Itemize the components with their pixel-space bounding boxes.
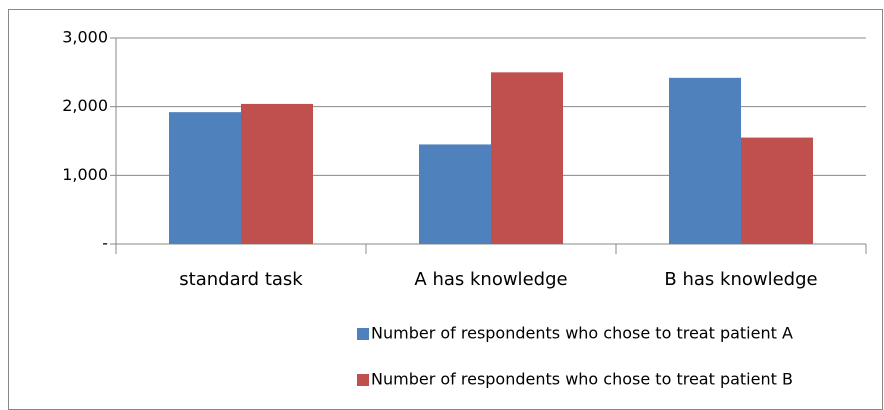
bar [491,72,563,244]
bar [241,103,313,244]
y-tick-label: - [102,234,108,253]
legend-swatch [357,328,369,340]
y-tick-label: 3,000 [62,28,108,47]
x-tick-label: A has knowledge [414,269,567,290]
y-tick-label: 2,000 [62,96,108,115]
bar [741,137,813,244]
bar [419,144,491,244]
y-tick-label: 1,000 [62,165,108,184]
legend-swatch [357,374,369,386]
x-tick-label: standard task [179,269,303,290]
bar [169,112,241,244]
legend-label: Number of respondents who chose to treat… [371,370,793,389]
bar [669,77,741,245]
x-tick-label: B has knowledge [664,269,817,290]
legend-label: Number of respondents who chose to treat… [371,324,793,343]
